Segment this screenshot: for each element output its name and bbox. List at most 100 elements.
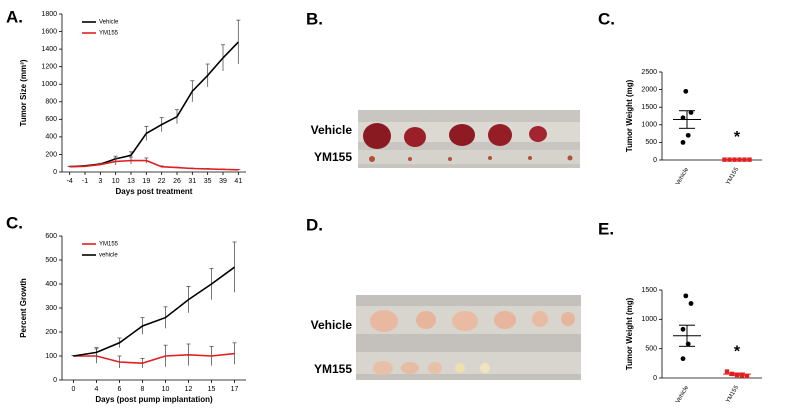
tumor [416,311,436,329]
annotation: * [734,343,741,360]
y-axis-label: Tumor Weight (mg) [625,297,634,370]
y-tick-label: 0 [53,169,57,176]
point [724,369,730,374]
y-tick-label: 0 [53,377,57,384]
y-tick-label: 600 [45,116,57,123]
y-tick-label: 200 [45,329,57,336]
tumor [488,156,492,160]
y-axis-label: Tumor Weight (mg) [625,79,634,152]
y-axis-label: Percent Growth [19,278,28,338]
tumor [428,362,442,374]
x-tick-label: 6 [118,386,122,393]
ruler [358,150,580,164]
series-line [69,41,239,168]
photo-d: D. Vehicle YM155 [306,215,581,380]
photo-b: B. Vehicle YM155 [306,9,580,168]
y-tick-label: 500 [645,346,657,353]
tumor [408,157,412,161]
tumor [448,157,452,161]
series-line [73,266,235,357]
row-label: Vehicle [311,123,353,137]
tumor [363,123,391,149]
x-axis-label: Days (post pump implantation) [95,395,213,404]
y-tick-label: 1000 [641,316,657,323]
x-tick-label: 10 [162,386,170,393]
tumor [449,124,475,146]
x-tick-label: 0 [72,386,76,393]
panel-label: A. [6,7,23,26]
tumor [561,312,575,326]
point [680,115,686,121]
y-tick-label: 1500 [641,287,657,294]
x-tick-label: 15 [208,386,216,393]
y-tick-label: 2000 [641,86,657,93]
point [683,88,689,94]
x-tick-label: 26 [173,178,181,185]
legend-label: Vehicle [99,20,119,26]
tumor [532,311,548,327]
tumor [567,155,573,161]
tumor [370,310,398,332]
y-tick-label: 1500 [641,104,657,111]
y-tick-label: 300 [45,305,57,312]
y-tick-label: 500 [645,139,657,146]
x-tick-label: YM155 [725,384,740,404]
y-tick-label: 400 [45,134,57,141]
y-tick-label: 1400 [41,46,57,53]
point [744,374,750,379]
y-axis-label: Tumor Size (mm³) [19,59,28,126]
panel-label: C. [6,213,23,232]
legend-label: YM155 [99,242,119,248]
tumor [488,124,512,146]
y-tick-label: 0 [653,157,657,164]
tumor [373,361,393,375]
x-tick-label: 19 [142,178,150,185]
panel-label: E. [598,219,614,238]
series-line [73,352,235,365]
tumor [480,363,490,373]
legend-label: vehicle [99,253,118,259]
tumor [404,127,426,147]
x-tick-label: 39 [219,178,227,185]
x-tick-label: 41 [234,178,242,185]
y-tick-label: 500 [45,257,57,264]
point [685,132,691,138]
x-axis-label: Days post treatment [116,187,193,196]
tumor [455,363,465,373]
y-tick-label: 1200 [41,64,57,71]
x-tick-label: -1 [82,178,88,185]
tumor [401,362,419,374]
point [683,293,689,299]
annotation: * [734,129,741,146]
x-tick-label: 35 [204,178,212,185]
x-tick-label: 10 [112,178,120,185]
y-tick-label: 400 [45,281,57,288]
x-tick-label: 17 [231,386,239,393]
y-tick-label: 800 [45,99,57,106]
tumor [529,126,547,142]
panel-label: D. [306,215,323,234]
x-tick-label: YM155 [725,166,740,186]
y-tick-label: 1000 [41,81,57,88]
tumor [452,311,478,331]
y-tick-label: 1000 [641,122,657,129]
legend-label: YM155 [99,31,119,37]
y-tick-label: 1600 [41,28,57,35]
x-tick-label: -4 [67,178,73,185]
x-tick-label: 31 [188,178,196,185]
point [688,110,694,115]
panel-label: C. [598,9,615,28]
x-tick-label: 8 [141,386,145,393]
y-tick-label: 2500 [641,69,657,76]
tumor [494,311,516,329]
x-tick-label: 4 [95,386,99,393]
y-tick-label: 0 [653,375,657,382]
y-tick-label: 1800 [41,11,57,18]
x-tick-label: 12 [185,386,193,393]
row-label: YM155 [314,150,352,164]
tumor [369,156,375,162]
row-label: YM155 [314,362,352,376]
x-tick-label: 13 [127,178,135,185]
y-tick-label: 600 [45,233,57,240]
x-tick-label: Vehicle [675,166,690,186]
